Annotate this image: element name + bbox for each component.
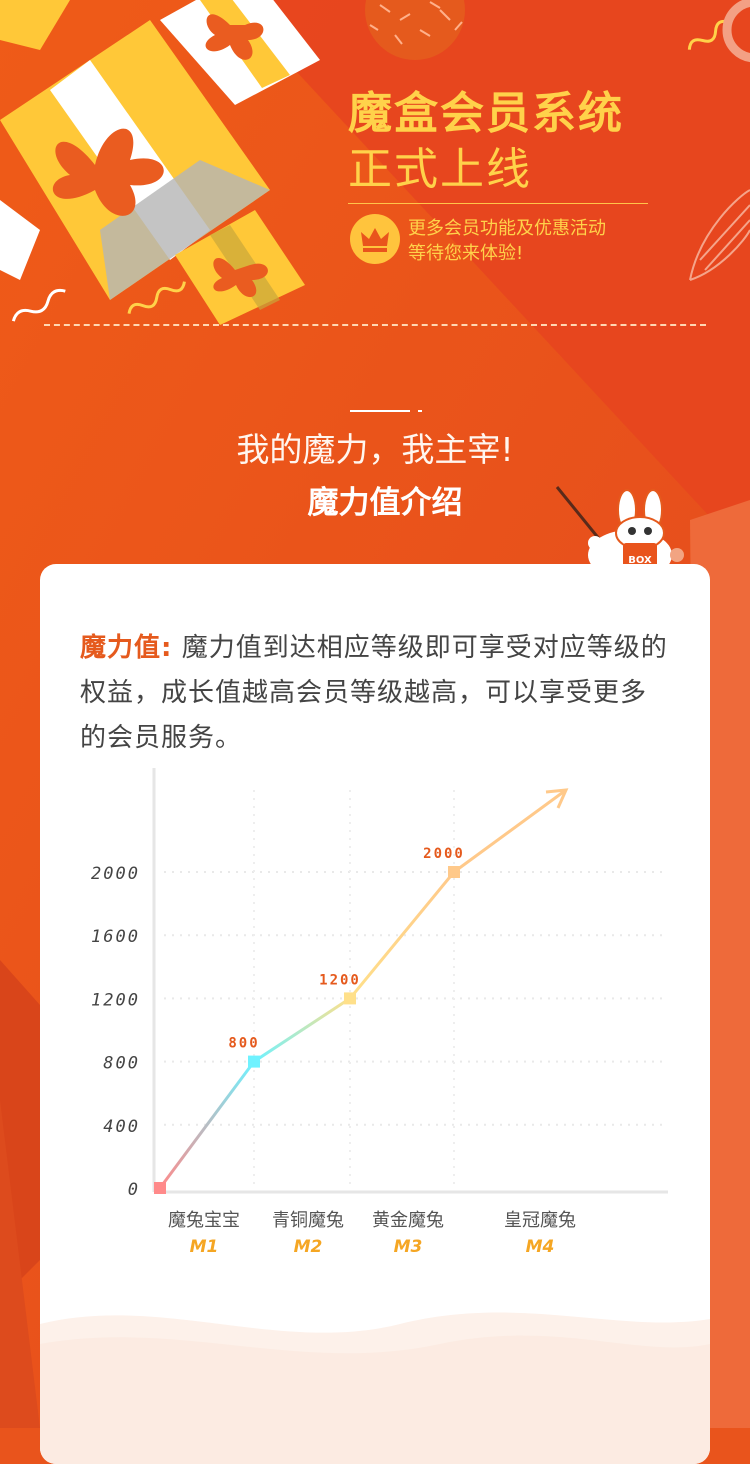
hero-subtitle: 正式上线	[348, 144, 532, 195]
x-level-label: M4	[526, 1237, 555, 1257]
crown-icon	[361, 228, 389, 252]
hero-note-line-1: 更多会员功能及优惠活动	[408, 218, 606, 239]
y-tick-label: 0	[128, 1180, 140, 1200]
section-rule	[350, 410, 410, 412]
dashed-divider	[44, 324, 706, 326]
x-level-label: M1	[190, 1237, 219, 1257]
gift-box-top-icon	[160, 0, 320, 105]
data-point	[248, 1055, 260, 1068]
term-label: 魔力值	[80, 633, 162, 663]
data-point	[344, 992, 356, 1005]
data-label: 800	[228, 1036, 259, 1052]
intro-card: 魔力值: 魔力值到达相应等级即可享受对应等级的权益，成长值越高会员等级越高，可以…	[40, 564, 710, 1464]
x-category-label: 皇冠魔兔	[504, 1210, 576, 1231]
section-title: 魔力值介绍	[307, 485, 463, 521]
x-category-label: 魔兔宝宝	[168, 1210, 240, 1231]
y-tick-label: 800	[103, 1054, 140, 1074]
data-label: 1200	[319, 972, 361, 988]
y-tick-label: 400	[103, 1117, 140, 1137]
trend-arrow-head	[545, 788, 569, 809]
hero-divider	[348, 203, 648, 204]
gift-box-corner-icon	[0, 0, 70, 280]
data-label: 2000	[423, 846, 465, 862]
rabbit-mascot-icon: BOX	[555, 486, 684, 570]
y-tick-label: 2000	[91, 864, 140, 884]
x-level-label: M2	[294, 1237, 323, 1257]
series-segment	[253, 997, 351, 1063]
x-category-label: 黄金魔兔	[372, 1210, 444, 1231]
gift-box-small-icon	[175, 210, 305, 325]
hero-note: 更多会员功能及优惠活动 等待您来体验!	[408, 216, 606, 266]
y-tick-label: 1600	[91, 927, 140, 947]
crown-badge	[350, 214, 400, 264]
y-tick-label: 1200	[91, 990, 140, 1010]
trend-arrow-line	[453, 788, 567, 874]
level-chart: 0 400 800 1200 1600 2000 800 魔兔宝宝 M1 1200 青铜魔兔 M2 20…	[91, 768, 668, 1257]
x-category-label: 青铜魔兔	[272, 1210, 344, 1231]
slogan: 我的魔力，我主宰!	[236, 430, 514, 469]
data-point	[448, 866, 460, 878]
data-point-origin	[154, 1182, 166, 1194]
x-level-label: M3	[394, 1237, 423, 1257]
hero-title: 魔盒会员系统	[348, 88, 624, 139]
series-segment	[158, 1060, 256, 1189]
card-description: 魔力值: 魔力值到达相应等级即可享受对应等级的权益，成长值越高会员等级越高，可以…	[80, 626, 672, 761]
svg-text:BOX: BOX	[628, 555, 652, 566]
series-segment	[348, 871, 456, 1000]
hero-note-line-2: 等待您来体验!	[408, 243, 524, 264]
card-wave	[40, 1312, 710, 1464]
term-colon: :	[161, 633, 173, 663]
term-description: 魔力值到达相应等级即可享受对应等级的权益，成长值越高会员等级越高，可以享受更多的…	[80, 633, 668, 753]
gift-box-icon	[0, 20, 270, 300]
section-rule-dot	[418, 410, 422, 412]
